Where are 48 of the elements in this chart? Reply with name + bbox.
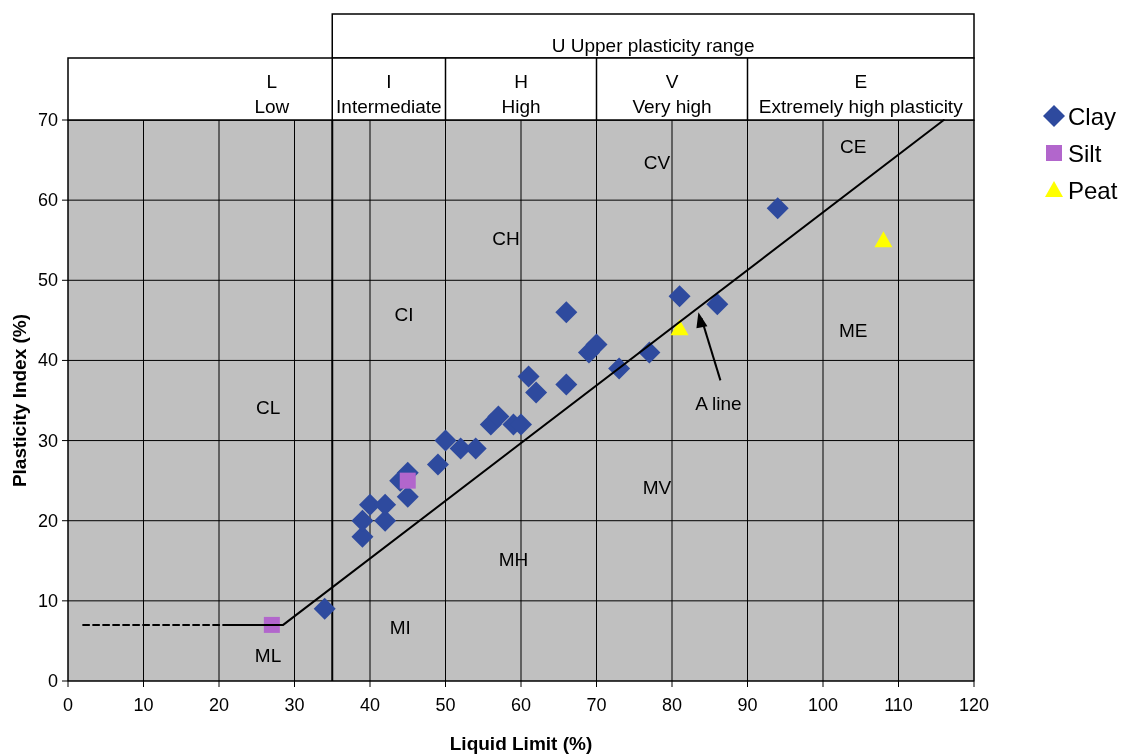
y-tick-label: 60 [37,190,58,211]
annotation: CV [643,152,671,174]
y-axis-title: Plasticity Index (%) [9,313,30,488]
annotation: MV [642,476,672,498]
text: Extremely high plasticity [758,96,964,117]
annotation: MI [389,616,411,638]
y-tick-label: 30 [37,430,58,451]
text: V [665,71,679,92]
text: H [514,71,528,92]
x-tick-label: 30 [284,695,305,715]
y-tick-label: 0 [47,671,58,691]
y-tick-label: 10 [37,590,58,611]
annotation: CE [840,136,867,158]
annotation: CL [255,396,281,418]
text: I [386,71,392,92]
x-tick-label: 10 [133,695,154,715]
legend-label: Silt [1068,140,1102,167]
text: Low [254,96,290,117]
text: Intermediate [336,96,442,117]
annotation: A line [695,393,742,415]
y-tick-label: 20 [37,510,58,531]
x-tick-label: 100 [807,695,839,715]
text: U Upper plasticity range [551,35,755,56]
annotation: CH [492,228,520,250]
x-axis-title: Liquid Limit (%) [449,733,593,754]
x-tick-label: 20 [208,695,230,715]
x-tick-label: 70 [586,695,607,715]
y-tick-label: 50 [37,270,58,291]
legend-label: Peat [1068,177,1118,204]
x-tick-label: 120 [958,695,990,715]
x-tick-label: 50 [435,695,456,715]
annotation: ML [254,644,282,666]
annotation: ME [838,320,868,342]
text: Very high [632,96,712,117]
annotation: CI [394,304,414,326]
x-tick-label: 0 [62,695,74,715]
legend-label: Clay [1068,103,1117,130]
x-tick-label: 60 [510,695,532,715]
x-tick-label: 40 [359,695,381,715]
x-tick-label: 110 [884,695,913,715]
y-tick-label: 70 [37,110,58,130]
y-tick-label: 40 [37,350,58,371]
text: High [501,96,541,117]
text: E [854,71,868,92]
annotation: MH [498,548,529,570]
x-tick-label: 90 [737,695,758,715]
x-tick-label: 80 [661,695,683,715]
text: L [266,71,278,92]
